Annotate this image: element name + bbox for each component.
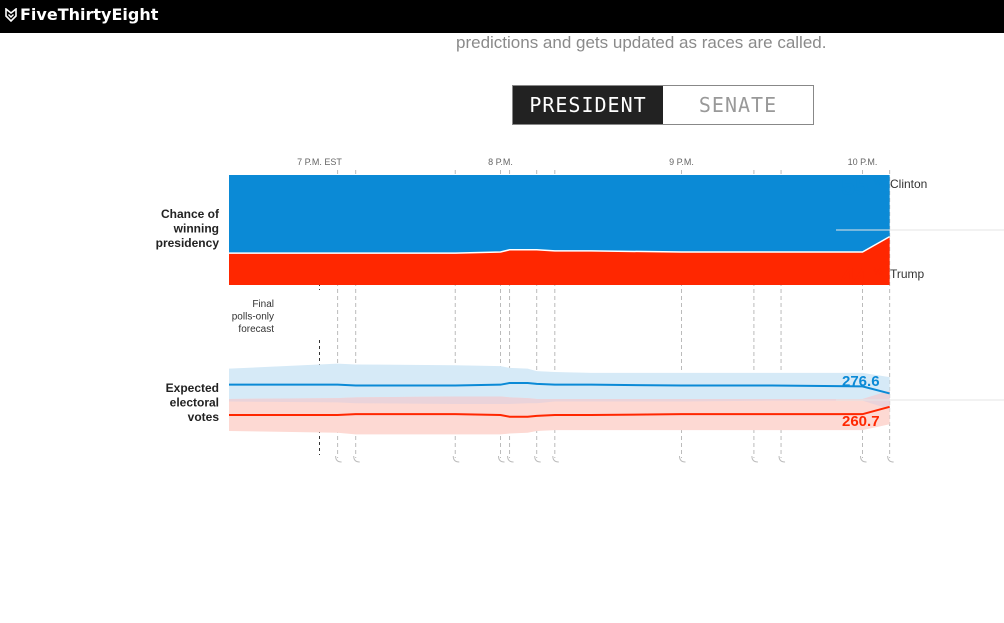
chance-divider-line xyxy=(229,235,891,254)
race-call-tick xyxy=(778,455,786,463)
clinton-chance-unit: % xyxy=(873,176,883,188)
x-tick-label: 8 P.M. xyxy=(488,157,513,167)
ev-row-label: Expected xyxy=(166,381,219,395)
x-tick-label: 7 P.M. EST xyxy=(297,157,342,167)
intro-text: predictions and gets updated as races ar… xyxy=(456,33,827,52)
site-logo[interactable]: FiveThirtyEight xyxy=(5,5,158,24)
trump-ev-value: 260.7 xyxy=(842,413,880,430)
chance-row-label: winning xyxy=(173,222,219,236)
race-call-tick xyxy=(335,455,342,463)
x-tick-label: 9 P.M. xyxy=(669,157,694,167)
chance-row-label: Chance of xyxy=(161,207,220,221)
fivethirtyeight-fox-icon xyxy=(5,7,17,22)
race-call-tick xyxy=(679,455,686,463)
final-forecast-note: forecast xyxy=(238,324,274,335)
trump-ev-line xyxy=(229,405,890,418)
race-call-tick xyxy=(452,455,460,463)
ev-row-label: electoral xyxy=(170,396,219,410)
x-tick-label: 10 P.M. xyxy=(848,157,878,167)
race-call-tick xyxy=(751,455,758,463)
clinton-name-label: Clinton xyxy=(890,177,927,191)
tab-senate[interactable]: SENATE xyxy=(663,86,813,124)
race-call-tick xyxy=(498,455,505,463)
race-call-tick xyxy=(552,455,559,463)
race-call-tick xyxy=(507,455,514,463)
trump-chance-value: 44 xyxy=(841,263,869,291)
ev-range-overlap xyxy=(229,390,890,410)
trump-chance-area xyxy=(229,236,890,285)
top-navigation-bar: FiveThirtyEight xyxy=(0,0,1004,33)
race-call-tick xyxy=(353,455,360,463)
final-forecast-note: Final xyxy=(252,299,274,310)
clinton-chance-value: 55 xyxy=(841,173,869,201)
logo-text: FiveThirtyEight xyxy=(20,5,159,24)
clinton-chance-area xyxy=(229,175,890,254)
race-call-tick xyxy=(887,455,894,463)
tab-president[interactable]: PRESIDENT xyxy=(513,86,663,124)
clinton-ev-value: 276.6 xyxy=(842,373,880,390)
trump-chance-unit: % xyxy=(873,266,883,278)
race-toggle: PRESIDENT SENATE xyxy=(512,85,814,125)
race-call-tick xyxy=(860,455,867,463)
clinton-ev-line xyxy=(229,381,890,395)
trump-name-label: Trump xyxy=(890,267,925,281)
race-call-tick xyxy=(534,455,541,463)
ev-row-label: votes xyxy=(188,410,220,424)
final-forecast-note: polls-only xyxy=(232,312,274,323)
chance-row-label: presidency xyxy=(156,236,220,250)
